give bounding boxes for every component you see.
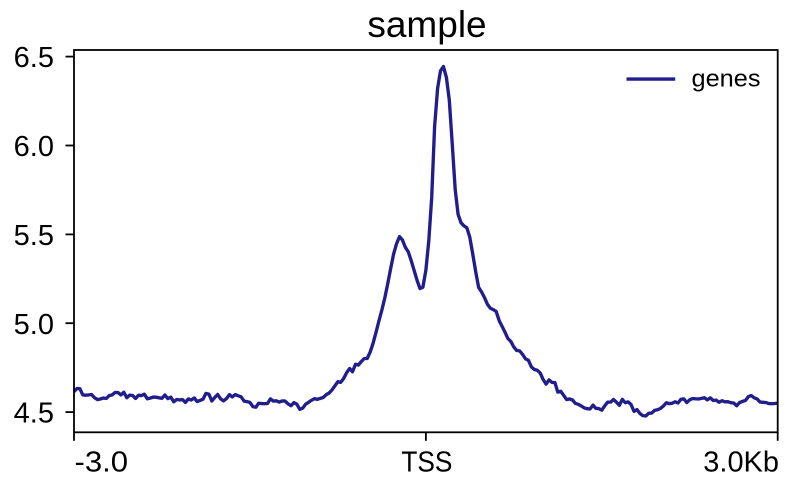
svg-text:3.0Kb: 3.0Kb [703, 447, 779, 479]
svg-text:6.5: 6.5 [14, 42, 54, 74]
svg-text:5.5: 5.5 [14, 220, 54, 252]
svg-text:5.0: 5.0 [14, 309, 54, 341]
svg-text:TSS: TSS [401, 447, 452, 479]
svg-text:genes: genes [692, 65, 761, 92]
svg-text:-3.0: -3.0 [75, 447, 129, 479]
svg-text:6.0: 6.0 [14, 131, 54, 163]
svg-text:4.5: 4.5 [14, 398, 54, 430]
svg-text:sample: sample [367, 4, 486, 45]
